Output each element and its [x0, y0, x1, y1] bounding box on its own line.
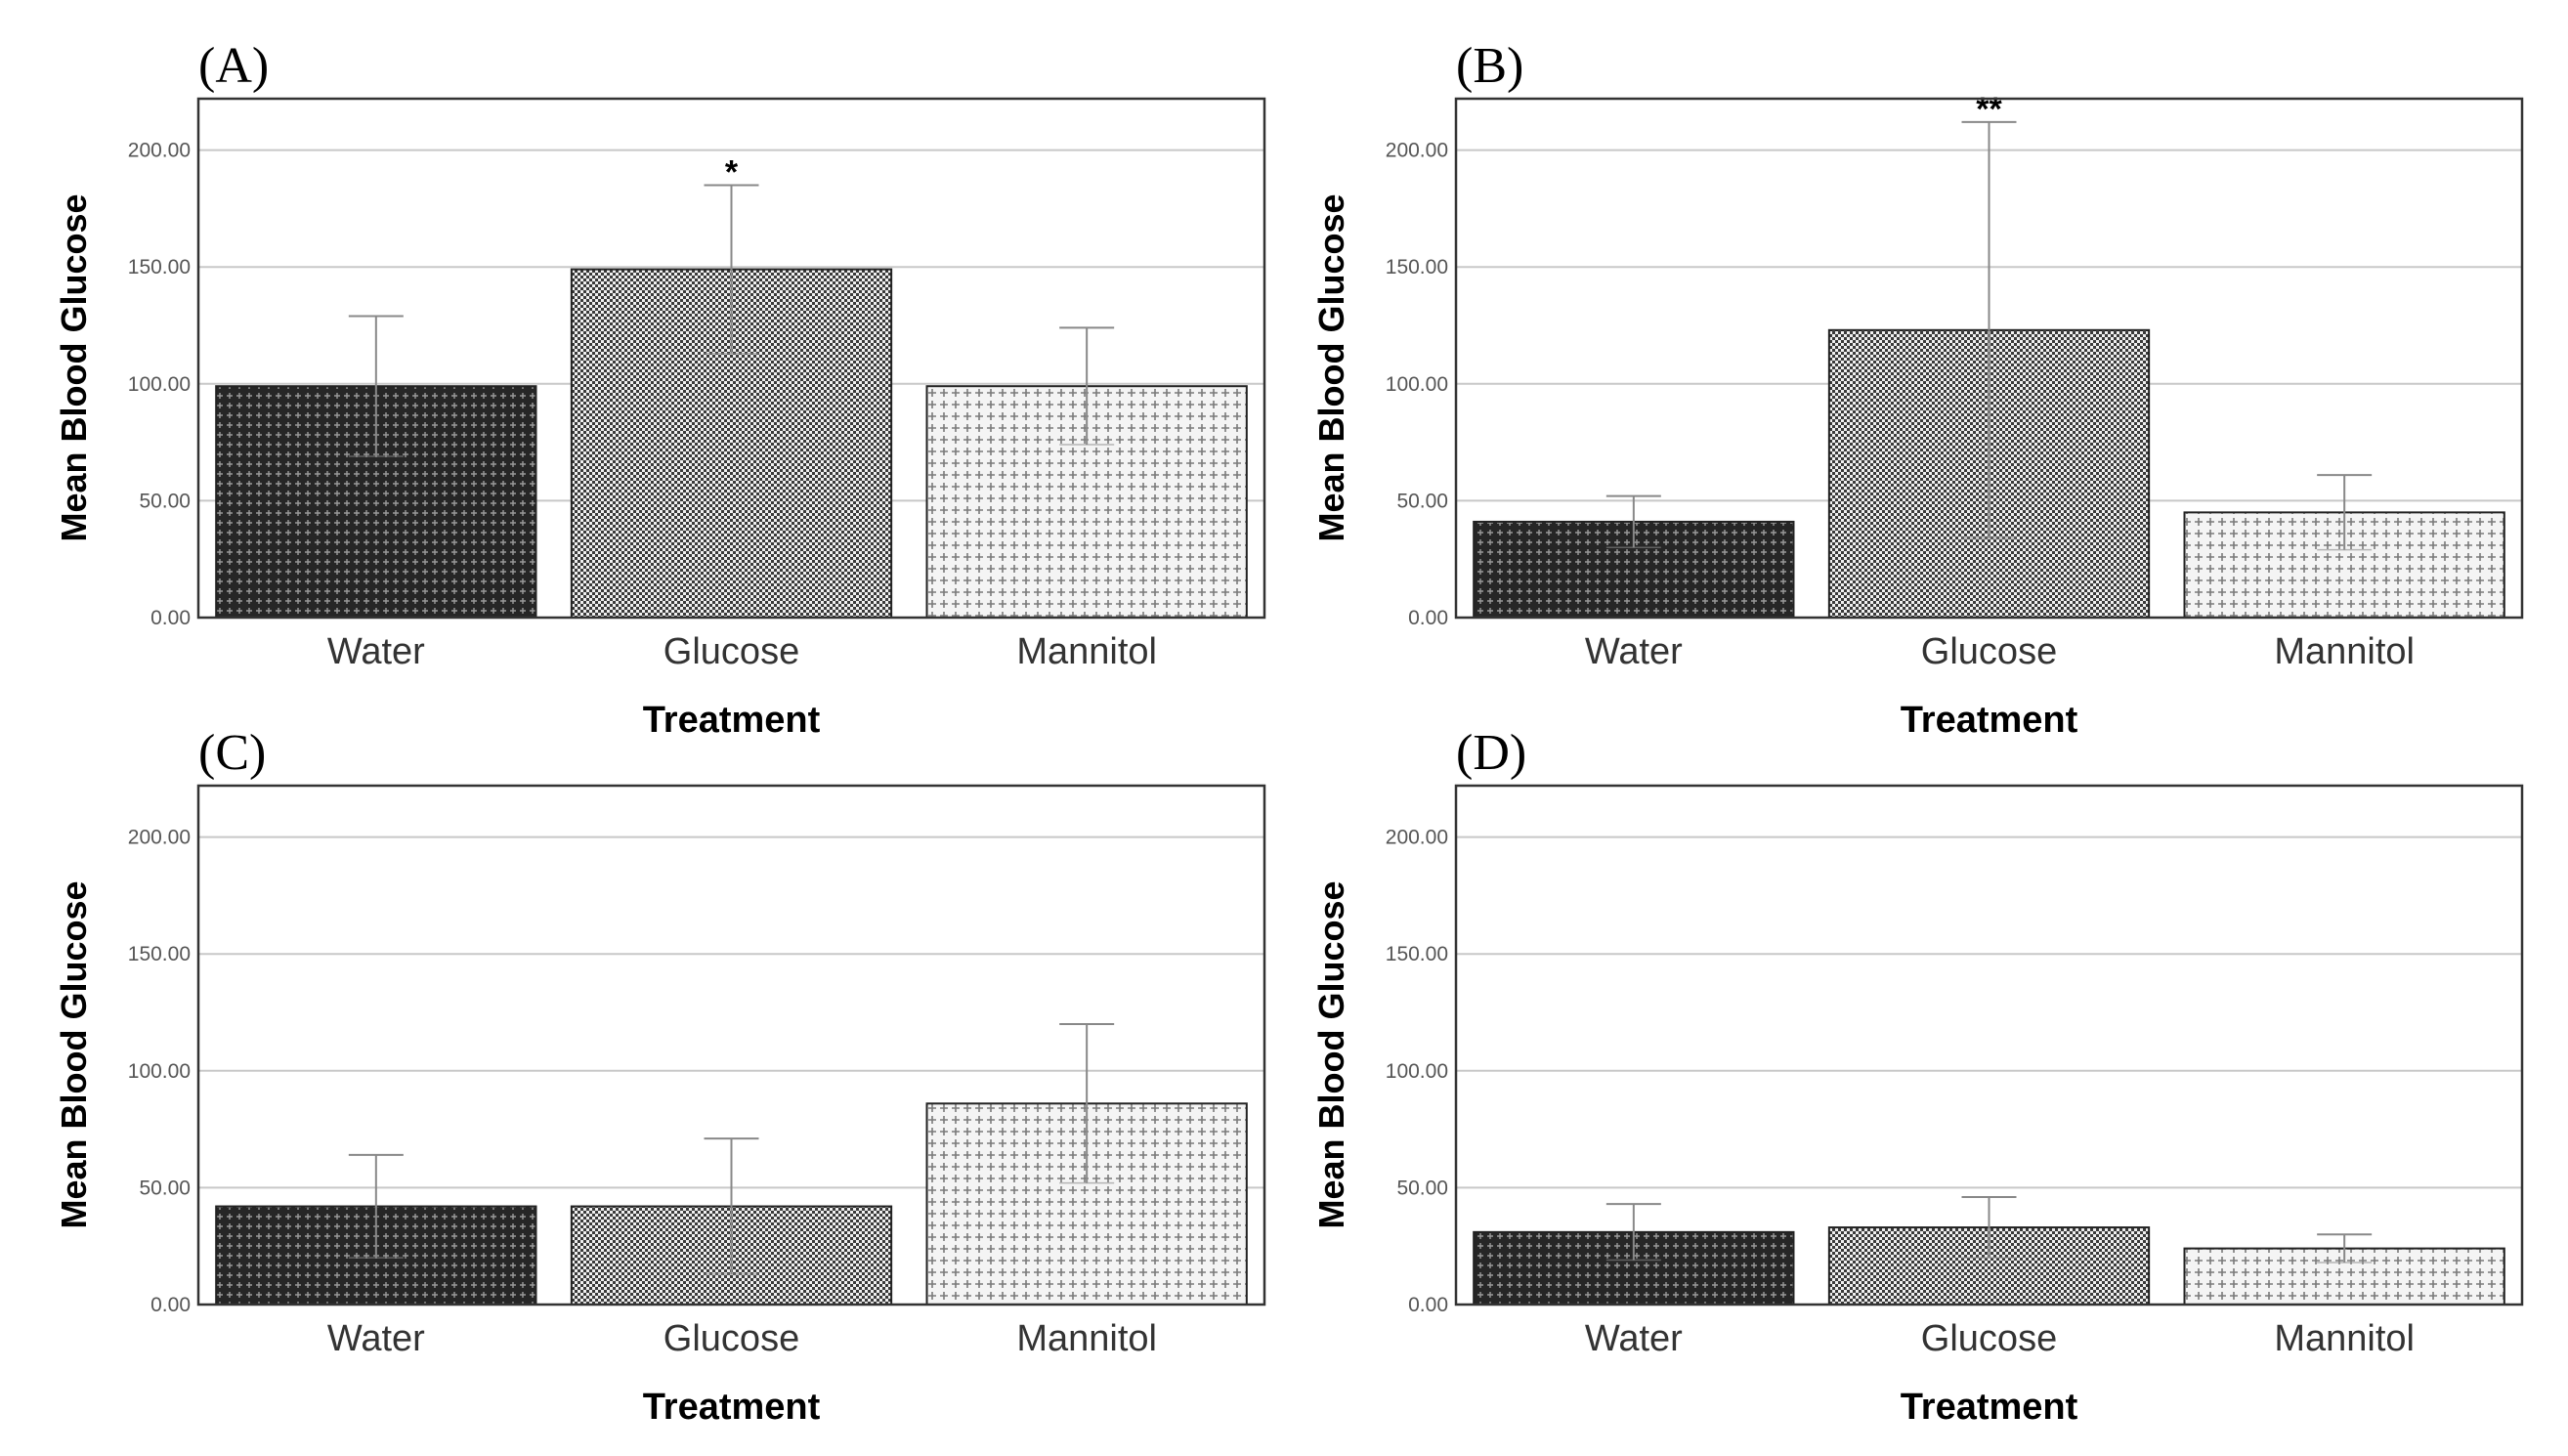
- y-tick-label: 50.00: [139, 1177, 191, 1199]
- y-tick-label: 150.00: [128, 943, 191, 965]
- y-tick-label: 200.00: [1386, 827, 1448, 849]
- chart-panel-2: 0.00 50.00 100.00 150.00 200.00 Water ** Glucos…: [1311, 38, 2524, 741]
- y-tick-label: 50.00: [1396, 490, 1448, 512]
- x-axis-title: Treatment: [643, 1387, 821, 1428]
- plot-frame: [1454, 784, 2524, 1306]
- y-tick-label: 200.00: [1386, 140, 1448, 162]
- significance-marker: *: [725, 154, 739, 192]
- x-tick-label: Water: [327, 1318, 425, 1359]
- x-tick-label: Glucose: [663, 1318, 799, 1359]
- plot-frame: [196, 784, 1266, 1306]
- plot-frame: [196, 97, 1266, 620]
- y-tick-label: 200.00: [128, 827, 191, 849]
- y-tick-label: 150.00: [1386, 943, 1448, 965]
- y-tick-label: 100.00: [128, 373, 191, 396]
- y-tick-label: 200.00: [128, 140, 191, 162]
- y-axis-title: Mean Blood Glucose: [54, 193, 94, 541]
- y-tick-label: 100.00: [1386, 1060, 1448, 1083]
- y-axis-title: Mean Blood Glucose: [1311, 880, 1351, 1228]
- panel-label: (D): [1456, 725, 1526, 781]
- x-tick-label: Mannitol: [2274, 1318, 2415, 1359]
- y-axis-title: Mean Blood Glucose: [1311, 193, 1351, 541]
- x-tick-label: Glucose: [1921, 1318, 2057, 1359]
- panel-label: (A): [198, 38, 269, 94]
- chart-panel-1: 0.00 50.00 100.00 150.00 200.00 Water * Glucose…: [54, 38, 1266, 741]
- x-tick-label: Water: [1585, 631, 1683, 672]
- panel-label: (C): [198, 725, 266, 781]
- chart-panel-4: 0.00 50.00 100.00 150.00 200.00 Water Glucose M…: [1311, 725, 2524, 1428]
- x-tick-label: Mannitol: [1016, 631, 1157, 672]
- y-tick-label: 0.00: [1408, 607, 1448, 629]
- y-axis-title: Mean Blood Glucose: [54, 880, 94, 1228]
- x-tick-label: Mannitol: [1016, 1318, 1157, 1359]
- y-tick-label: 100.00: [128, 1060, 191, 1083]
- y-tick-label: 100.00: [1386, 373, 1448, 396]
- y-tick-label: 150.00: [1386, 256, 1448, 278]
- x-tick-label: Water: [327, 631, 425, 672]
- plot-frame: [1454, 97, 2524, 620]
- significance-marker: **: [1976, 91, 2002, 128]
- y-tick-label: 0.00: [150, 1294, 191, 1316]
- x-tick-label: Water: [1585, 1318, 1683, 1359]
- x-tick-label: Mannitol: [2274, 631, 2415, 672]
- x-axis-title: Treatment: [1901, 700, 2078, 741]
- chart-panel-3: 0.00 50.00 100.00 150.00 200.00 Water Glucose M…: [54, 725, 1266, 1428]
- x-axis-title: Treatment: [1901, 1387, 2078, 1428]
- y-tick-label: 0.00: [150, 607, 191, 629]
- y-tick-label: 50.00: [1396, 1177, 1448, 1199]
- y-tick-label: 0.00: [1408, 1294, 1448, 1316]
- y-tick-label: 50.00: [139, 490, 191, 512]
- y-tick-label: 150.00: [128, 256, 191, 278]
- panel-label: (B): [1456, 38, 1523, 94]
- x-tick-label: Glucose: [663, 631, 799, 672]
- x-tick-label: Glucose: [1921, 631, 2057, 672]
- x-axis-title: Treatment: [643, 700, 821, 741]
